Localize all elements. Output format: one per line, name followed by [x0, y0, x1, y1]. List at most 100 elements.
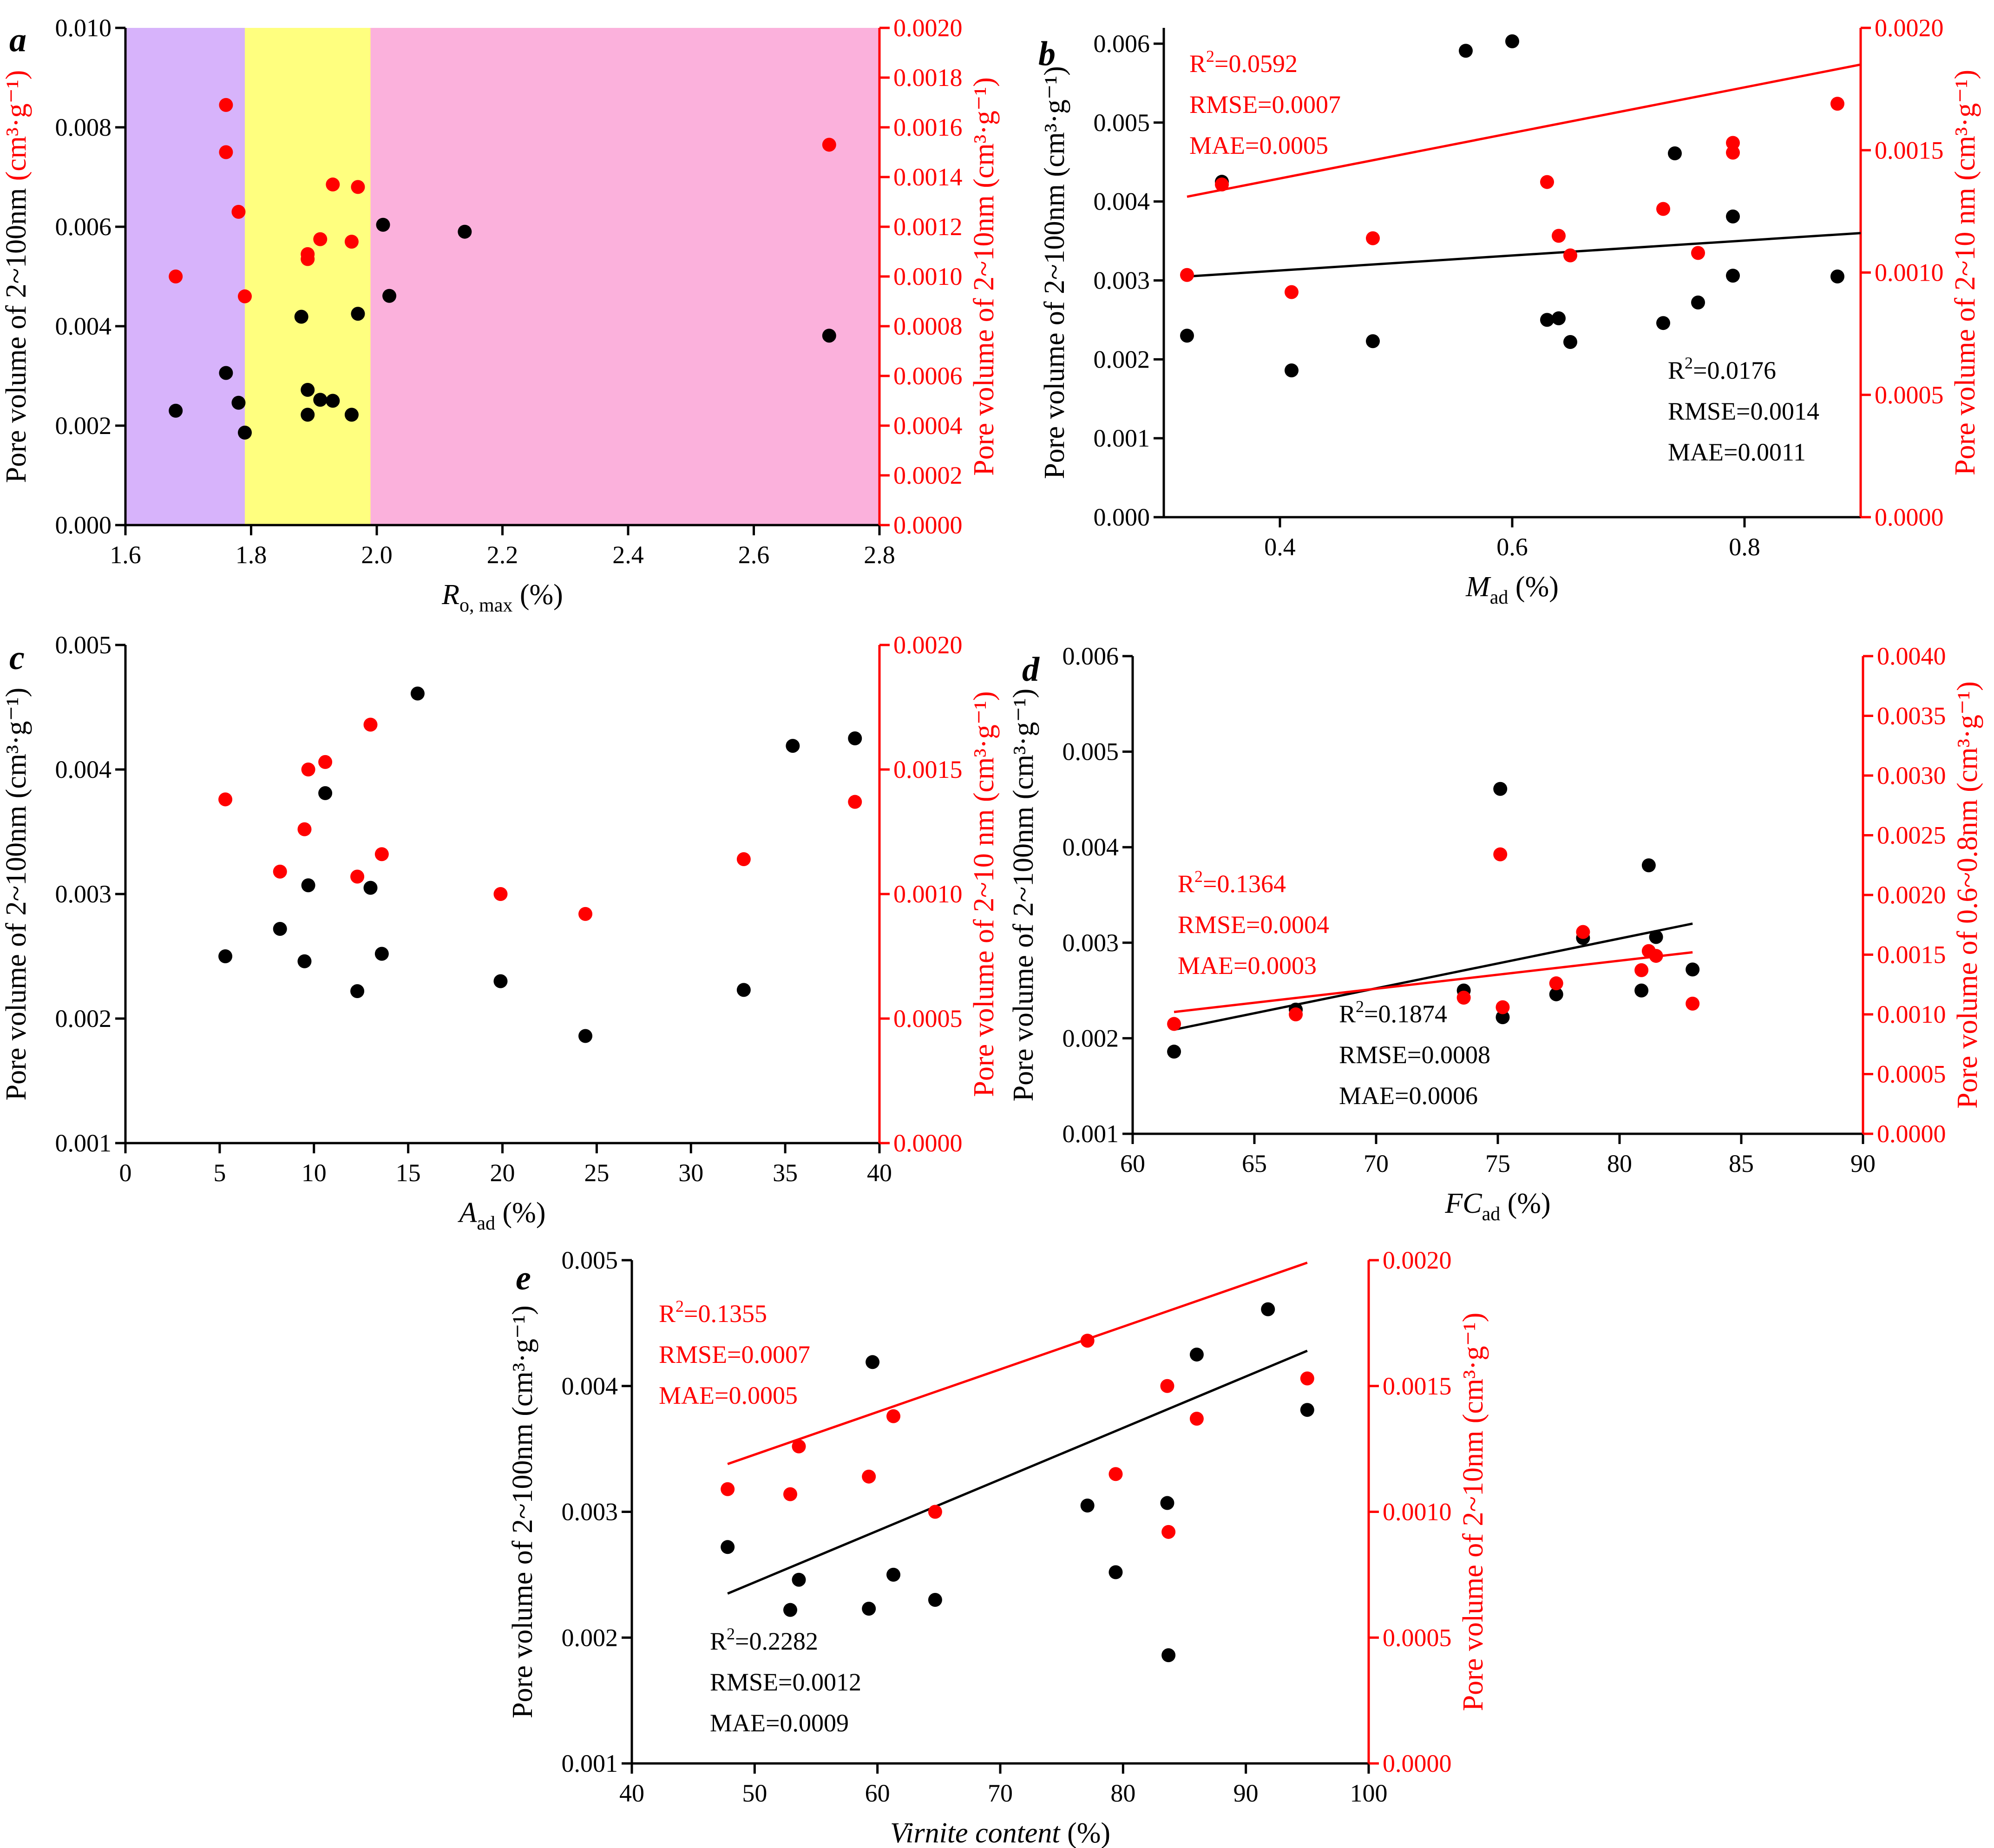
y-left-tick-label: 0.002 [1063, 1024, 1119, 1052]
y-left-axis-title: Pore volume of 2~100nm (cm³·g⁻¹) [1039, 66, 1070, 479]
black-data-point [344, 408, 359, 422]
stat-annotation: RMSE=0.0012 [710, 1668, 861, 1696]
black-data-point [374, 947, 389, 961]
y-right-tick-label: 0.0010 [893, 880, 963, 908]
y-left-tick-label: 0.003 [562, 1498, 618, 1526]
y-right-tick-label: 0.0020 [1875, 14, 1944, 42]
y-right-tick-label: 0.0010 [1877, 1000, 1946, 1028]
black-data-point [1109, 1565, 1123, 1579]
x-tick-label: 80 [1607, 1150, 1632, 1177]
y-left-axis-title: Pore volume of 2~100nm (cm³·g⁻¹) [1008, 689, 1039, 1102]
black-data-point [1285, 363, 1299, 378]
red-data-point [1686, 996, 1700, 1011]
red-data-point [1549, 976, 1563, 991]
panel-label: e [516, 1259, 531, 1297]
black-data-point [169, 403, 183, 418]
red-data-point [1830, 97, 1844, 111]
y-left-tick-label: 0.005 [562, 1246, 618, 1274]
y-left-tick-label: 0.001 [1063, 1120, 1119, 1148]
panel-e: 40 50 60 70 80 90 100 0.001 0.002 0.003 0.004 0.005… [507, 1246, 1489, 1848]
y-left-tick-label: 0.005 [1094, 109, 1150, 137]
red-data-point [886, 1409, 901, 1423]
x-tick-label: 65 [1242, 1150, 1267, 1177]
x-axis-title: Virnite content (%) [890, 1817, 1110, 1848]
red-data-point [218, 792, 233, 807]
y-right-tick-label: 0.0000 [893, 1129, 963, 1157]
red-data-point [1496, 1000, 1510, 1014]
red-data-point [1161, 1525, 1176, 1539]
stat-annotation: MAE=0.0003 [1178, 952, 1317, 980]
panel-b: 0.4 0.6 0.8 0.000 0.001 0.002 0.003 0.004 0.005 0… [1038, 14, 1981, 608]
y-left-tick-label: 0.001 [55, 1129, 112, 1157]
y-left-tick-label: 0.004 [55, 756, 112, 783]
black-data-point [1080, 1498, 1095, 1513]
black-data-point [376, 217, 390, 232]
x-tick-label: 0.8 [1729, 533, 1760, 561]
red-data-point [1160, 1379, 1174, 1393]
black-data-point [783, 1603, 797, 1617]
black-data-point [458, 224, 472, 239]
black-data-point [326, 394, 340, 408]
stat-annotation: RMSE=0.0014 [1668, 397, 1819, 425]
panel-label: b [1038, 35, 1056, 73]
y-left-tick-label: 0.001 [562, 1749, 618, 1777]
panel-label: d [1022, 651, 1040, 689]
x-tick-label: 2.4 [612, 541, 644, 569]
black-data-point [363, 881, 378, 895]
red-data-point [1576, 925, 1590, 939]
y-left-tick-label: 0.002 [55, 412, 112, 440]
x-tick-label: 75 [1485, 1150, 1510, 1177]
x-tick-label: 40 [619, 1779, 644, 1807]
black-data-point [928, 1593, 942, 1607]
red-data-point [318, 755, 333, 769]
panel-label: a [9, 21, 26, 59]
black-data-point [736, 983, 751, 997]
black-data-point [721, 1540, 735, 1554]
black-data-point [1649, 930, 1663, 944]
y-right-tick-label: 0.0005 [1383, 1624, 1452, 1651]
y-right-tick-label: 0.0025 [1877, 822, 1946, 849]
y-right-tick-label: 0.0015 [1383, 1372, 1452, 1400]
black-data-point [1691, 296, 1705, 310]
red-data-point [1366, 231, 1380, 245]
black-data-point [1189, 1348, 1204, 1362]
phase-band-3 [370, 28, 879, 525]
red-data-point [1189, 1412, 1204, 1426]
black-data-point [301, 382, 315, 397]
x-tick-label: 20 [490, 1159, 515, 1187]
black-data-point [410, 686, 425, 701]
y-right-tick-label: 0.0008 [893, 312, 963, 340]
y-left-tick-label: 0.000 [1094, 503, 1150, 531]
red-data-point [326, 178, 340, 192]
red-data-point [1109, 1467, 1123, 1481]
y-right-tick-label: 0.0020 [893, 631, 963, 659]
x-axis-title: Mad (%) [1465, 571, 1559, 608]
black-data-point [886, 1567, 901, 1582]
stat-annotation: R2=0.0176 [1668, 354, 1776, 384]
x-tick-label: 40 [867, 1159, 892, 1187]
red-fit-line [727, 1262, 1308, 1465]
x-tick-label: 5 [213, 1159, 226, 1187]
red-data-point [1080, 1334, 1095, 1348]
red-data-point [1726, 145, 1740, 160]
black-data-point [1668, 146, 1682, 161]
y-right-tick-label: 0.0015 [893, 756, 963, 783]
red-data-point [1215, 177, 1229, 191]
black-data-point [351, 307, 365, 321]
red-data-point [1289, 1007, 1303, 1021]
black-data-point [1161, 1648, 1176, 1663]
red-data-point [1649, 949, 1663, 963]
y-left-tick-label: 0.002 [562, 1624, 618, 1651]
x-tick-label: 10 [302, 1159, 327, 1187]
y-left-axis-title: Pore volume of 2~100nm (cm³·g⁻¹) [0, 70, 32, 483]
x-tick-label: 2.2 [487, 541, 518, 569]
y-right-axis-title: Pore volume of 2~10nm (cm³·g⁻¹) [1457, 1313, 1489, 1711]
y-right-tick-label: 0.0030 [1877, 762, 1946, 789]
red-data-point [783, 1487, 797, 1501]
black-data-point [301, 878, 315, 893]
y-left-tick-label: 0.006 [1063, 642, 1119, 670]
black-data-point [294, 309, 308, 324]
phase-band-2 [244, 28, 371, 525]
y-left-axis-title: Pore volume of 2~100nm (cm³·g⁻¹) [507, 1305, 538, 1718]
